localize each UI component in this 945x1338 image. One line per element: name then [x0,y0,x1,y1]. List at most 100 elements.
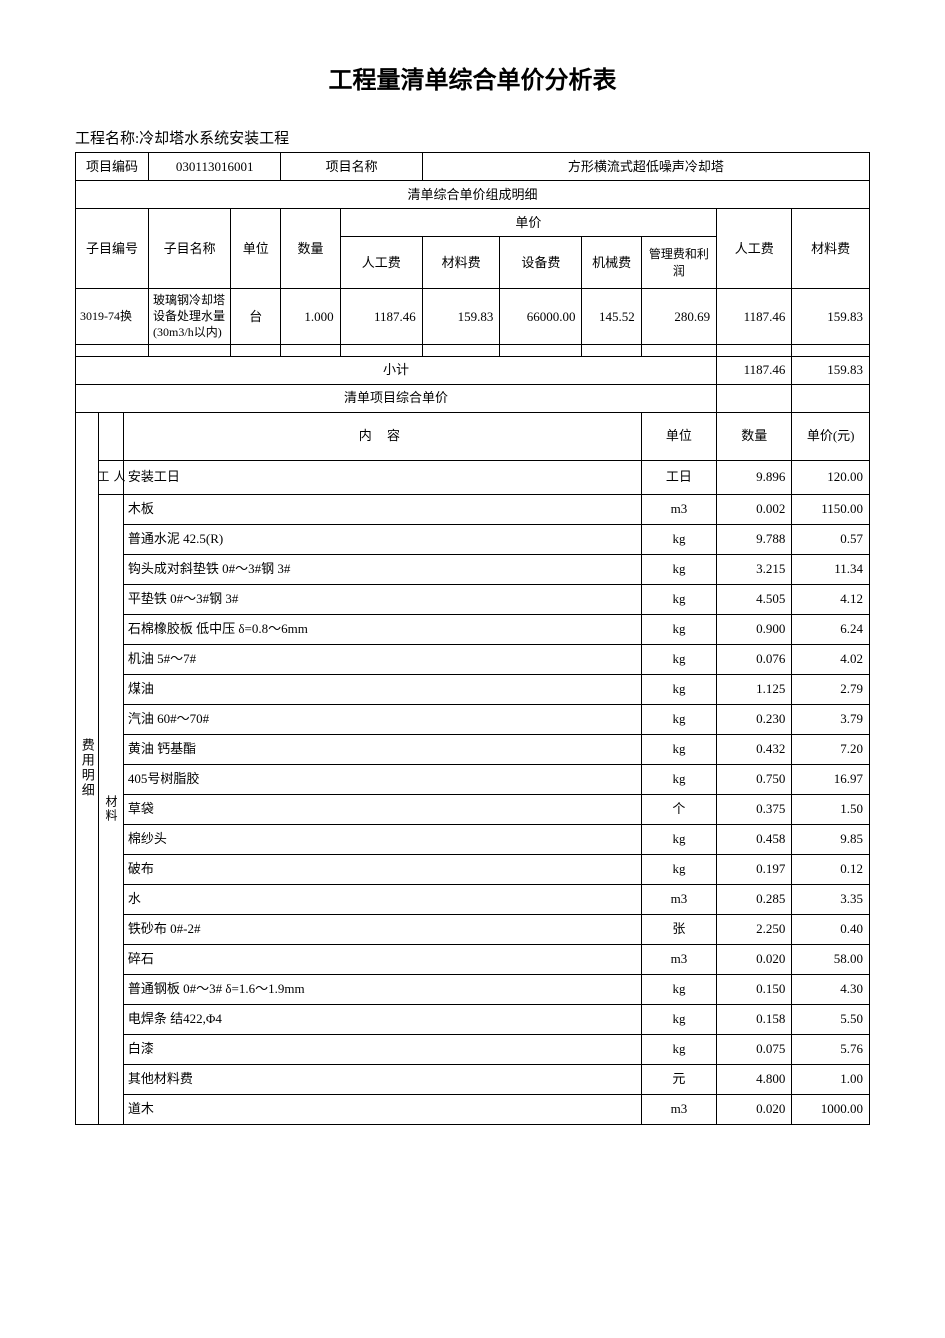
material-item-price: 0.40 [792,914,870,944]
material-item-price: 0.57 [792,524,870,554]
material-item-name: 煤油 [123,674,641,704]
comp-detail-label: 清单综合单价组成明细 [76,181,870,209]
material-item-price: 1.00 [792,1064,870,1094]
content-header: 内 容 [123,412,641,460]
material-item-name: 405号树脂胶 [123,764,641,794]
empty-cell [281,344,340,356]
material-item-price: 5.50 [792,1004,870,1034]
material-item-name: 其他材料费 [123,1064,641,1094]
main-item-material: 159.83 [422,289,500,345]
material-item-unit: kg [641,974,716,1004]
unit-price-group-header: 单价 [340,209,716,237]
material-item-price: 1150.00 [792,494,870,524]
labor2-header: 人工费 [717,209,792,289]
main-item-machine: 145.52 [582,289,641,345]
empty-cell [641,344,716,356]
subtotal-label: 小计 [76,356,717,384]
empty-cell [98,412,123,460]
material-item-qty: 0.076 [717,644,792,674]
material-item-qty: 0.285 [717,884,792,914]
material-item-price: 9.85 [792,824,870,854]
material-item-qty: 1.125 [717,674,792,704]
material-item-unit: kg [641,524,716,554]
material-item-name: 普通钢板 0#～3# δ=1.6～1.9mm [123,974,641,1004]
labor-item-price: 120.00 [792,460,870,494]
main-item-material2: 159.83 [792,289,870,345]
material-item-unit: kg [641,644,716,674]
material-item-unit: m3 [641,884,716,914]
empty-cell [500,344,582,356]
material-item-price: 4.02 [792,644,870,674]
material-item-qty: 9.788 [717,524,792,554]
labor-item-qty: 9.896 [717,460,792,494]
labor-item-unit: 工日 [641,460,716,494]
empty-cell [231,344,281,356]
sub-name-header: 子目名称 [149,209,231,289]
empty-cell [340,344,422,356]
material-item-name: 碎石 [123,944,641,974]
material-item-name: 电焊条 结422,Φ4 [123,1004,641,1034]
material-item-qty: 4.505 [717,584,792,614]
material-item-qty: 0.750 [717,764,792,794]
material-item-price: 5.76 [792,1034,870,1064]
material-item-name: 铁砂布 0#-2# [123,914,641,944]
material-item-price: 3.79 [792,704,870,734]
material2-header: 材料费 [792,209,870,289]
material-item-qty: 0.158 [717,1004,792,1034]
unit-header: 单位 [231,209,281,289]
subtotal-labor: 1187.46 [717,356,792,384]
material-item-unit: 个 [641,794,716,824]
material-item-unit: m3 [641,494,716,524]
labor-section-label: 人工 [98,460,123,494]
main-item-labor: 1187.46 [340,289,422,345]
material-item-name: 破布 [123,854,641,884]
material-item-price: 0.12 [792,854,870,884]
project-name-value: 冷却塔水系统安装工程 [139,131,289,147]
material-item-unit: 张 [641,914,716,944]
material-item-qty: 0.020 [717,1094,792,1124]
material-item-price: 6.24 [792,614,870,644]
project-item-name-label: 项目名称 [281,153,422,181]
material-item-name: 棉纱头 [123,824,641,854]
machine-header: 机械费 [582,237,641,289]
main-item-code: 3019-74换 [76,289,149,345]
material-item-qty: 0.432 [717,734,792,764]
material-item-unit: kg [641,704,716,734]
main-item-name: 玻璃钢冷却塔设备处理水量(30m3/h以内) [149,289,231,345]
main-item-labor2: 1187.46 [717,289,792,345]
empty-cell [582,344,641,356]
material-item-qty: 0.458 [717,824,792,854]
mgmt-header: 管理费和利润 [641,237,716,289]
material-item-unit: kg [641,674,716,704]
page-title: 工程量清单综合单价分析表 [75,60,870,95]
material-item-name: 机油 5#～7# [123,644,641,674]
empty-cell [422,344,500,356]
project-item-name-value: 方形横流式超低噪声冷却塔 [422,153,869,181]
empty-cell [717,344,792,356]
empty-cell [792,384,870,412]
material-item-unit: kg [641,824,716,854]
material-item-unit: kg [641,764,716,794]
detail-unit-header: 单位 [641,412,716,460]
labor-item-name: 安装工日 [123,460,641,494]
material-item-name: 道木 [123,1094,641,1124]
material-item-name: 汽油 60#～70# [123,704,641,734]
material-item-unit: kg [641,854,716,884]
main-item-equip: 66000.00 [500,289,582,345]
material-item-price: 3.35 [792,884,870,914]
material-item-name: 水 [123,884,641,914]
material-item-price: 16.97 [792,764,870,794]
empty-cell [149,344,231,356]
sub-code-header: 子目编号 [76,209,149,289]
material-item-price: 4.30 [792,974,870,1004]
material-item-qty: 0.197 [717,854,792,884]
material-item-price: 1000.00 [792,1094,870,1124]
material-item-price: 7.20 [792,734,870,764]
material-item-qty: 3.215 [717,554,792,584]
material-item-price: 58.00 [792,944,870,974]
material-item-qty: 0.075 [717,1034,792,1064]
empty-cell [792,344,870,356]
qty-header: 数量 [281,209,340,289]
cost-detail-label: 费用明细 [76,412,99,1124]
project-name-label: 工程名称: [75,131,139,147]
